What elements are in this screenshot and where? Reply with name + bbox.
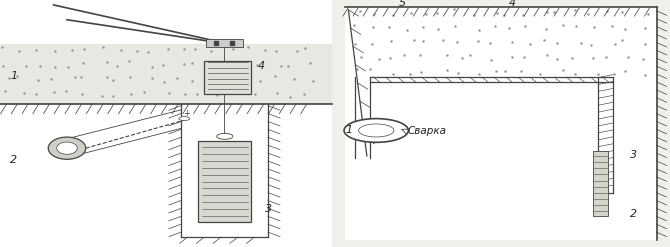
Text: 4: 4 — [509, 0, 517, 8]
Text: Сварка: Сварка — [407, 126, 446, 136]
Circle shape — [344, 119, 409, 142]
Bar — [0, 44, 332, 104]
Text: +: + — [183, 109, 190, 118]
Text: 1: 1 — [345, 125, 352, 135]
Bar — [181, 104, 268, 237]
Text: 3: 3 — [265, 205, 272, 214]
Bar — [198, 141, 251, 222]
Circle shape — [217, 133, 233, 139]
Ellipse shape — [48, 137, 86, 159]
Text: 5: 5 — [399, 0, 406, 8]
Bar — [593, 151, 608, 216]
Bar — [204, 61, 251, 94]
Ellipse shape — [57, 142, 77, 154]
Text: 4: 4 — [258, 61, 265, 71]
Bar — [206, 39, 243, 47]
Text: 1: 1 — [10, 71, 17, 81]
Circle shape — [179, 117, 190, 121]
Text: 3: 3 — [630, 150, 637, 160]
Circle shape — [358, 124, 394, 137]
Bar — [345, 7, 657, 240]
Text: 2: 2 — [630, 209, 637, 219]
Bar — [0, 0, 332, 247]
Text: 2: 2 — [10, 155, 17, 165]
